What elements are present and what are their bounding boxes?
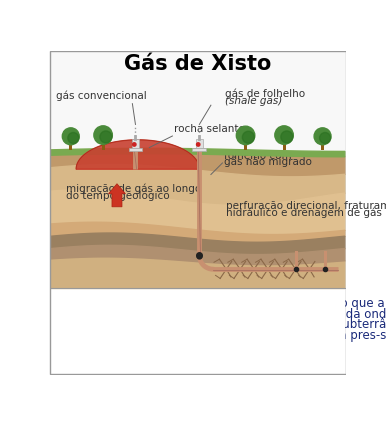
Text: do tempo geológico: do tempo geológico	[66, 190, 170, 201]
Polygon shape	[51, 165, 345, 205]
Polygon shape	[51, 257, 345, 288]
Circle shape	[62, 128, 79, 145]
Text: zontais em diversas direções e a injeção de água pres-surizada: zontais em diversas direções e a injeção…	[55, 329, 386, 342]
Polygon shape	[51, 222, 345, 242]
Text: A exploração do gás de xisto é mais complexa do que a do gás tra-: A exploração do gás de xisto é mais comp…	[55, 297, 386, 310]
FancyArrow shape	[108, 184, 125, 207]
Circle shape	[314, 128, 331, 145]
Text: Gás de Xisto: Gás de Xisto	[124, 53, 271, 74]
Circle shape	[94, 126, 112, 144]
Bar	[129, 148, 142, 152]
Bar	[321, 142, 324, 150]
Bar	[196, 139, 203, 148]
Circle shape	[275, 126, 293, 144]
Bar	[69, 142, 72, 150]
Circle shape	[196, 143, 200, 146]
Text: para fraturar a rocha e liberar o gás. (IPT, SP): para fraturar a rocha e liberar o gás. (…	[55, 340, 325, 353]
Polygon shape	[51, 233, 345, 255]
Polygon shape	[76, 140, 199, 169]
Circle shape	[320, 133, 331, 144]
Bar	[102, 141, 105, 150]
Polygon shape	[51, 245, 345, 264]
Circle shape	[281, 131, 293, 143]
Text: dicional. O solo precisa ser perfurado até a camada onde o recurso: dicional. O solo precisa ser perfurado a…	[55, 308, 386, 321]
Text: está acumulado e são necessárias perfurações subterrâneas hori-: está acumulado e são necessárias perfura…	[55, 318, 386, 331]
Bar	[51, 290, 345, 373]
Bar	[244, 142, 247, 150]
Text: gás convencional: gás convencional	[56, 91, 147, 101]
Circle shape	[68, 133, 79, 144]
Text: gás não migrado: gás não migrado	[224, 156, 312, 167]
Bar	[193, 148, 206, 152]
Polygon shape	[51, 190, 345, 234]
Bar	[132, 139, 139, 148]
Circle shape	[100, 131, 112, 143]
Circle shape	[133, 143, 136, 146]
Polygon shape	[51, 154, 345, 177]
Bar	[51, 52, 345, 155]
Text: (shale gas): (shale gas)	[225, 96, 282, 106]
Bar	[283, 141, 286, 150]
Circle shape	[236, 126, 255, 145]
Text: perfuração direcional, fraturamento: perfuração direcional, fraturamento	[226, 202, 386, 211]
Text: migração de gás ao longo: migração de gás ao longo	[66, 183, 201, 194]
Text: folhelho com: folhelho com	[224, 151, 292, 161]
Text: gás de folhelho: gás de folhelho	[225, 88, 305, 99]
Polygon shape	[51, 148, 345, 157]
Text: hidráulico e drenagem de gás: hidráulico e drenagem de gás	[226, 207, 382, 218]
Circle shape	[242, 131, 254, 143]
Text: rocha selante: rocha selante	[174, 125, 245, 134]
